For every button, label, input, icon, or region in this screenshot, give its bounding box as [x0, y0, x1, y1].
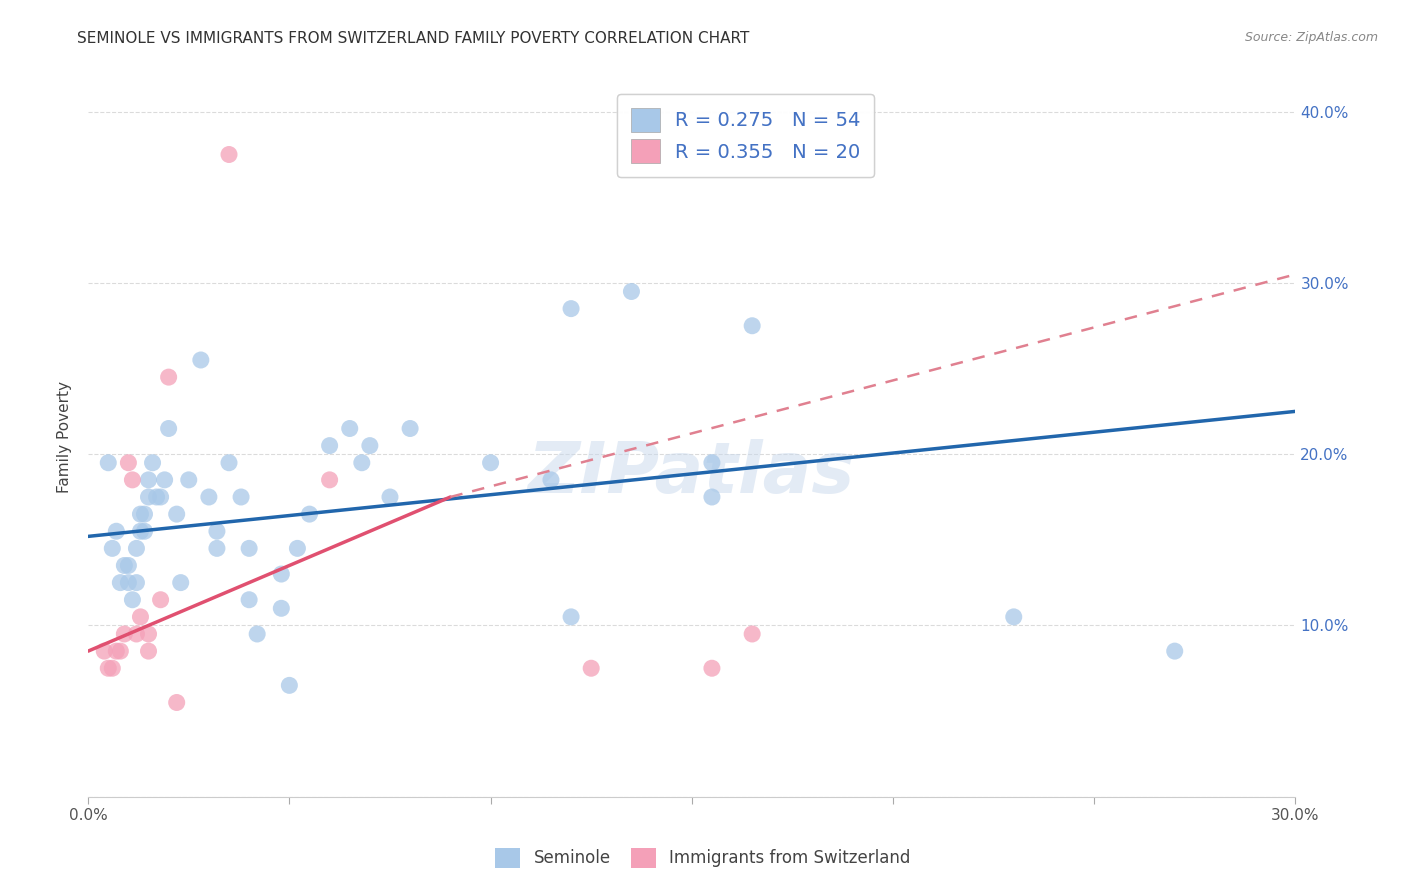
Point: [166, 507, 188, 521]
Point: [270, 567, 292, 582]
Point: [129, 524, 152, 539]
Point: [205, 541, 228, 556]
Point: [138, 473, 160, 487]
Point: [287, 541, 309, 556]
Point: [560, 610, 582, 624]
Point: [138, 490, 160, 504]
Point: [125, 575, 148, 590]
Point: [700, 456, 723, 470]
Point: [117, 558, 139, 573]
Point: [579, 661, 602, 675]
Point: [170, 575, 193, 590]
Point: [238, 541, 260, 556]
Point: [278, 678, 301, 692]
Point: [157, 370, 180, 384]
Point: [97, 661, 120, 675]
Point: [134, 524, 156, 539]
Point: [112, 627, 135, 641]
Point: [700, 490, 723, 504]
Point: [205, 524, 228, 539]
Point: [177, 473, 200, 487]
Point: [378, 490, 401, 504]
Text: ZIPatlas: ZIPatlas: [529, 439, 855, 508]
Point: [125, 627, 148, 641]
Legend: Seminole, Immigrants from Switzerland: Seminole, Immigrants from Switzerland: [489, 841, 917, 875]
Point: [101, 661, 124, 675]
Legend: R = 0.275   N = 54, R = 0.355   N = 20: R = 0.275 N = 54, R = 0.355 N = 20: [617, 95, 875, 177]
Point: [101, 541, 124, 556]
Point: [218, 147, 240, 161]
Point: [105, 524, 128, 539]
Point: [1002, 610, 1025, 624]
Point: [117, 456, 139, 470]
Point: [93, 644, 115, 658]
Point: [218, 456, 240, 470]
Point: [270, 601, 292, 615]
Point: [1164, 644, 1187, 658]
Text: SEMINOLE VS IMMIGRANTS FROM SWITZERLAND FAMILY POVERTY CORRELATION CHART: SEMINOLE VS IMMIGRANTS FROM SWITZERLAND …: [77, 31, 749, 46]
Point: [149, 490, 172, 504]
Point: [141, 456, 163, 470]
Point: [157, 421, 180, 435]
Point: [229, 490, 252, 504]
Point: [540, 473, 562, 487]
Point: [129, 507, 152, 521]
Point: [479, 456, 502, 470]
Y-axis label: Family Poverty: Family Poverty: [58, 381, 72, 493]
Point: [339, 421, 361, 435]
Point: [238, 592, 260, 607]
Point: [198, 490, 221, 504]
Point: [359, 439, 381, 453]
Point: [138, 627, 160, 641]
Point: [134, 507, 156, 521]
Point: [138, 644, 160, 658]
Point: [700, 661, 723, 675]
Point: [129, 610, 152, 624]
Point: [117, 575, 139, 590]
Point: [318, 439, 340, 453]
Point: [110, 644, 132, 658]
Point: [190, 353, 212, 368]
Point: [166, 696, 188, 710]
Point: [97, 456, 120, 470]
Point: [105, 644, 128, 658]
Point: [149, 592, 172, 607]
Point: [121, 592, 143, 607]
Point: [350, 456, 373, 470]
Point: [112, 558, 135, 573]
Point: [620, 285, 643, 299]
Point: [741, 318, 763, 333]
Point: [318, 473, 340, 487]
Point: [399, 421, 422, 435]
Point: [125, 541, 148, 556]
Point: [110, 575, 132, 590]
Point: [741, 627, 763, 641]
Text: Source: ZipAtlas.com: Source: ZipAtlas.com: [1244, 31, 1378, 45]
Point: [121, 473, 143, 487]
Point: [560, 301, 582, 316]
Point: [298, 507, 321, 521]
Point: [246, 627, 269, 641]
Point: [153, 473, 176, 487]
Point: [145, 490, 167, 504]
